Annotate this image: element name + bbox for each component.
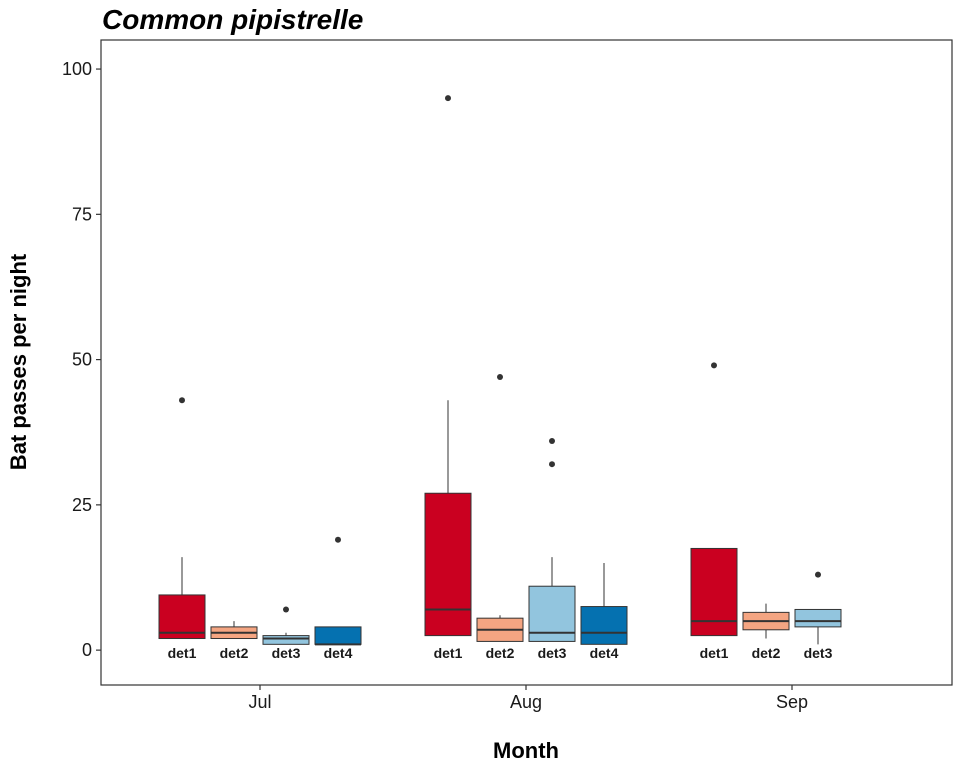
- box-jul-det2: det2: [210, 621, 258, 661]
- detector-label: det3: [538, 645, 567, 661]
- detector-label: det1: [434, 645, 463, 661]
- box-jul-det1: det1: [158, 397, 206, 661]
- box-aug-det1: det1: [424, 95, 472, 661]
- detector-label: det3: [272, 645, 301, 661]
- outlier-point: [549, 437, 555, 444]
- outlier-point: [445, 95, 451, 102]
- outlier-point: [283, 606, 289, 613]
- detector-label: det1: [168, 645, 197, 661]
- x-tick-label: Aug: [510, 692, 542, 712]
- box-sep-det1: det1: [690, 362, 738, 661]
- box-jul-det3: det3: [262, 606, 310, 661]
- box-body: [314, 626, 362, 645]
- detector-label: det2: [752, 645, 781, 661]
- box-body: [690, 547, 738, 637]
- box-sep-det2: det2: [742, 603, 790, 661]
- x-axis-title: Month: [493, 738, 559, 763]
- box-body: [158, 594, 206, 640]
- outlier-point: [711, 362, 717, 369]
- outlier-point: [815, 571, 821, 578]
- detector-label: det2: [220, 645, 249, 661]
- chart-title: Common pipistrelle: [102, 4, 363, 35]
- outlier-point: [179, 397, 185, 404]
- box-body: [580, 606, 628, 645]
- detector-label: det2: [486, 645, 515, 661]
- box-body: [262, 635, 310, 645]
- detector-label: det4: [324, 645, 353, 661]
- x-tick-label: Jul: [248, 692, 271, 712]
- outlier-point: [335, 536, 341, 543]
- box-sep-det3: det3: [794, 571, 842, 661]
- y-tick-label: 75: [72, 204, 92, 224]
- y-tick-label: 0: [82, 640, 92, 660]
- x-axis: Jul Aug Sep: [248, 685, 808, 712]
- box-series: det1 det2 det3 det4 det1 det2 det3 det4 det1 det2…: [158, 95, 842, 661]
- y-tick-label: 100: [62, 59, 92, 79]
- box-body: [794, 608, 842, 628]
- plot-panel: [100, 39, 953, 686]
- y-tick-label: 25: [72, 495, 92, 515]
- box-aug-det4: det4: [580, 562, 628, 661]
- detector-label: det3: [804, 645, 833, 661]
- x-tick-label: Sep: [776, 692, 808, 712]
- y-axis: 0 25 50 75 100: [62, 59, 101, 660]
- box-aug-det3: det3: [528, 437, 576, 661]
- box-jul-det4: det4: [314, 536, 362, 661]
- y-axis-title: Bat passes per night: [6, 253, 31, 470]
- detector-label: det4: [590, 645, 619, 661]
- outlier-point: [497, 374, 503, 381]
- detector-label: det1: [700, 645, 729, 661]
- box-aug-det2: det2: [476, 374, 524, 661]
- box-body: [424, 492, 472, 637]
- outlier-point: [549, 461, 555, 468]
- y-tick-label: 50: [72, 350, 92, 370]
